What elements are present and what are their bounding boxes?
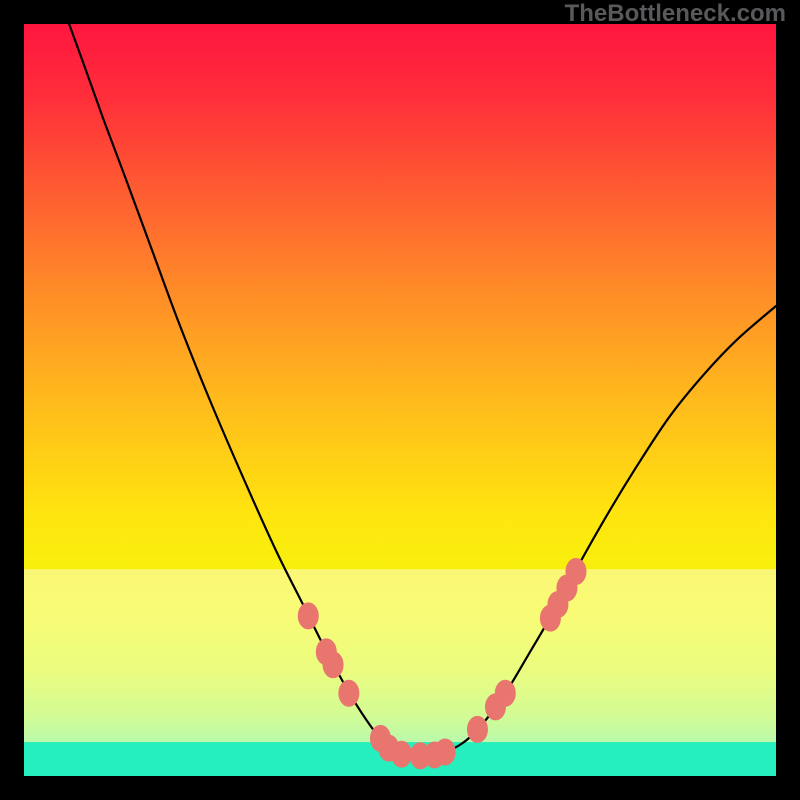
curve-marker xyxy=(339,680,359,706)
plot-svg xyxy=(24,24,776,776)
curve-marker xyxy=(495,680,515,706)
curve-marker xyxy=(298,603,318,629)
pale-overlay-band xyxy=(24,569,776,742)
curve-marker xyxy=(566,558,586,584)
curve-marker xyxy=(323,652,343,678)
watermark-text: TheBottleneck.com xyxy=(565,0,786,28)
curve-marker xyxy=(435,739,455,765)
plot-area xyxy=(24,24,776,776)
curve-marker xyxy=(467,716,487,742)
curve-marker xyxy=(392,741,412,767)
